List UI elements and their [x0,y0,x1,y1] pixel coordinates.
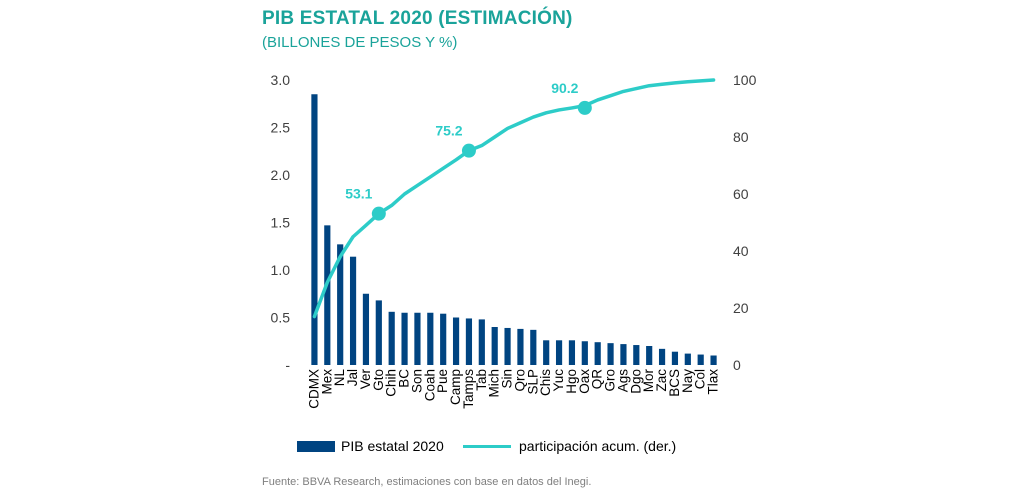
y-left-tick-label: 2.5 [271,120,291,136]
bar-qro [517,328,524,365]
x-tick-label: Mex [319,369,334,395]
x-tick-label: Oax [577,369,592,394]
legend-label-line: participación acum. (der.) [519,438,677,454]
line-participacion-acum [312,78,716,319]
x-tick-label: Dgo [628,369,643,394]
chart-subtitle: (BILLONES DE PESOS Y %) [262,34,458,51]
y-left-tick-label: 3.0 [271,72,291,88]
bar-yuc [555,340,563,365]
source-note: Fuente: BBVA Research, estimaciones con … [262,476,592,488]
bar-nay [684,353,691,365]
bar-cdmx [311,94,318,365]
x-tick-label: Son [409,369,424,393]
bar-mex [324,225,331,365]
x-tick-label: Camp [448,369,463,405]
chart-title: PIB ESTATAL 2020 (ESTIMACIÓN) [262,8,573,29]
legend-swatch-line [463,444,511,448]
bar-tab [478,319,485,365]
x-tick-label: Gro [603,369,618,392]
marker-gto [371,206,386,221]
legend-swatch-bar [297,440,335,452]
x-tick-label: Qro [512,369,527,392]
x-tick-label: NL [332,369,347,387]
bar-chis [543,340,550,365]
bar-mich [491,327,498,365]
x-tick-label: SLP [525,369,540,395]
x-tick-label: Mich [487,369,502,398]
marker-tamps [461,143,476,158]
legend-item-bar: PIB estatal 2020 [297,438,444,454]
x-tick-label: Nay [680,369,695,393]
x-tick-label: Ags [615,369,630,393]
data-label-oax: 90.2 [551,80,578,96]
x-tick-label: CDMX [306,369,321,409]
x-tick-label: Gto [371,369,386,391]
x-tick-label: Jal [345,369,360,386]
x-tick-label: Tab [474,369,489,391]
x-tick-label: Pue [435,369,450,393]
legend-label-bar: PIB estatal 2020 [341,438,444,454]
bar-bcs [671,351,679,365]
x-tick-label: Mor [641,368,656,392]
bar-hgo [568,340,576,365]
bar-gto [375,300,382,365]
bar-son [414,312,421,365]
bar-sin [504,327,511,365]
bar-gro [607,343,614,365]
x-tick-label: Tlax [706,369,721,395]
bar-bc [401,312,408,365]
bar-ver [362,293,370,365]
bar-col [697,354,704,365]
x-tick-label: Zac [654,369,669,392]
y-right-tick-label: 40 [733,243,749,259]
x-tick-label: Hgo [564,369,579,394]
y-right-tick-label: 60 [733,186,749,202]
marker-oax [577,100,592,115]
x-tick-label: Ver [358,368,373,389]
y-right-tick-label: 80 [733,129,749,145]
bar-zac [658,348,666,365]
x-tick-label: BCS [667,369,682,397]
x-tick-label: Coah [422,369,437,401]
bar-nl [337,244,344,365]
y-left-tick-label: - [285,357,290,373]
y-left-tick-label: 1.5 [271,215,291,231]
bar-qr [594,342,601,365]
x-tick-label: Chih [384,369,399,397]
x-tick-label: Yuc [551,369,566,392]
x-tick-label: BC [397,369,412,388]
y-right-tick-label: 100 [733,72,757,88]
y-left-tick-label: 0.5 [271,310,291,326]
bar-dgo [633,345,640,365]
bar-slp [530,329,537,365]
y-left-tick-label: 1.0 [271,262,291,278]
bar-chih [388,311,395,365]
bar-tlax [710,355,717,365]
bar-mor [646,346,653,365]
y-right-tick-label: 20 [733,300,749,316]
x-tick-label: QR [590,369,605,390]
legend-item-line: participación acum. (der.) [463,438,676,454]
bar-oax [581,341,588,365]
x-tick-label: Col [693,369,708,389]
x-tick-label: Tamps [461,369,476,409]
y-left-tick-label: 2.0 [271,167,291,183]
bar-jal [349,256,357,365]
y-right-tick-label: 0 [733,357,741,373]
bar-ags [620,344,627,365]
bar-tamps [465,318,473,365]
bar-camp [452,317,460,365]
x-tick-label: Chis [538,369,553,396]
data-label-tamps: 75.2 [435,123,462,139]
bar-coah [427,312,434,365]
data-label-gto: 53.1 [345,186,372,202]
bar-pue [440,313,447,365]
x-tick-label: Sin [500,369,515,389]
